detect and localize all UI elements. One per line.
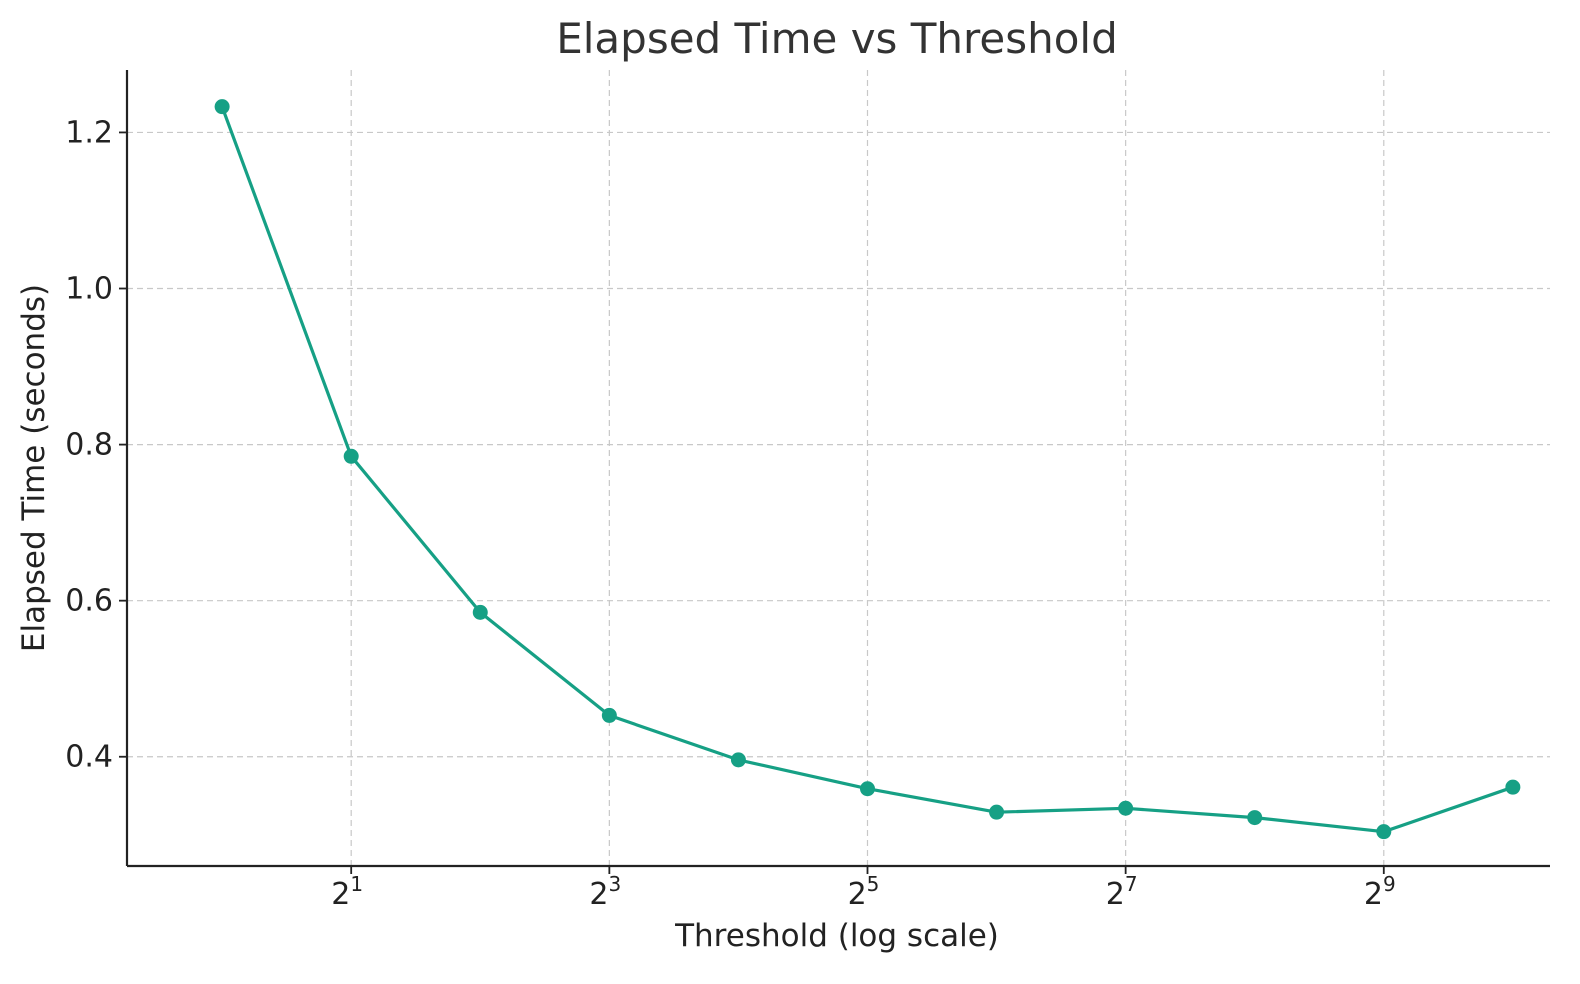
x-tick-base: 2 xyxy=(848,877,867,912)
x-tick-label: 29 xyxy=(1364,872,1396,912)
data-point xyxy=(1247,810,1263,826)
y-axis-label: Elapsed Time (seconds) xyxy=(16,284,52,652)
data-point xyxy=(601,707,617,723)
x-tick-base: 2 xyxy=(1364,877,1383,912)
grid xyxy=(127,70,1550,866)
y-tick-label: 1.2 xyxy=(65,115,113,150)
x-tick-exponent: 3 xyxy=(609,872,622,896)
x-tick-label: 27 xyxy=(1106,872,1138,912)
data-point xyxy=(989,804,1005,820)
data-point xyxy=(1118,800,1134,816)
data-point xyxy=(214,99,230,115)
x-tick-label: 23 xyxy=(589,872,621,912)
y-tick-label: 0.4 xyxy=(65,740,113,775)
tick-labels: 0.40.60.81.01.221 23 25 27 29 xyxy=(65,115,1395,912)
y-tick-label: 0.6 xyxy=(65,584,113,619)
x-tick-exponent: 7 xyxy=(1125,872,1138,896)
x-tick-exponent: 5 xyxy=(867,872,880,896)
y-tick-label: 1.0 xyxy=(65,272,113,307)
data-point xyxy=(730,752,746,768)
data-point xyxy=(343,448,359,464)
x-axis-label: Threshold (log scale) xyxy=(674,918,999,954)
x-tick-exponent: 9 xyxy=(1383,872,1396,896)
data-point xyxy=(472,604,488,620)
data-point xyxy=(1376,824,1392,840)
series xyxy=(214,99,1521,840)
y-tick-label: 0.8 xyxy=(65,428,113,463)
x-tick-base: 2 xyxy=(589,877,608,912)
x-tick-label: 25 xyxy=(848,872,880,912)
x-tick-base: 2 xyxy=(331,877,350,912)
data-point xyxy=(1505,779,1521,795)
data-point xyxy=(859,781,875,797)
axes xyxy=(125,70,1550,868)
x-tick-label: 21 xyxy=(331,872,363,912)
x-tick-exponent: 1 xyxy=(350,872,363,896)
x-tick-base: 2 xyxy=(1106,877,1125,912)
chart-title: Elapsed Time vs Threshold xyxy=(556,14,1118,63)
